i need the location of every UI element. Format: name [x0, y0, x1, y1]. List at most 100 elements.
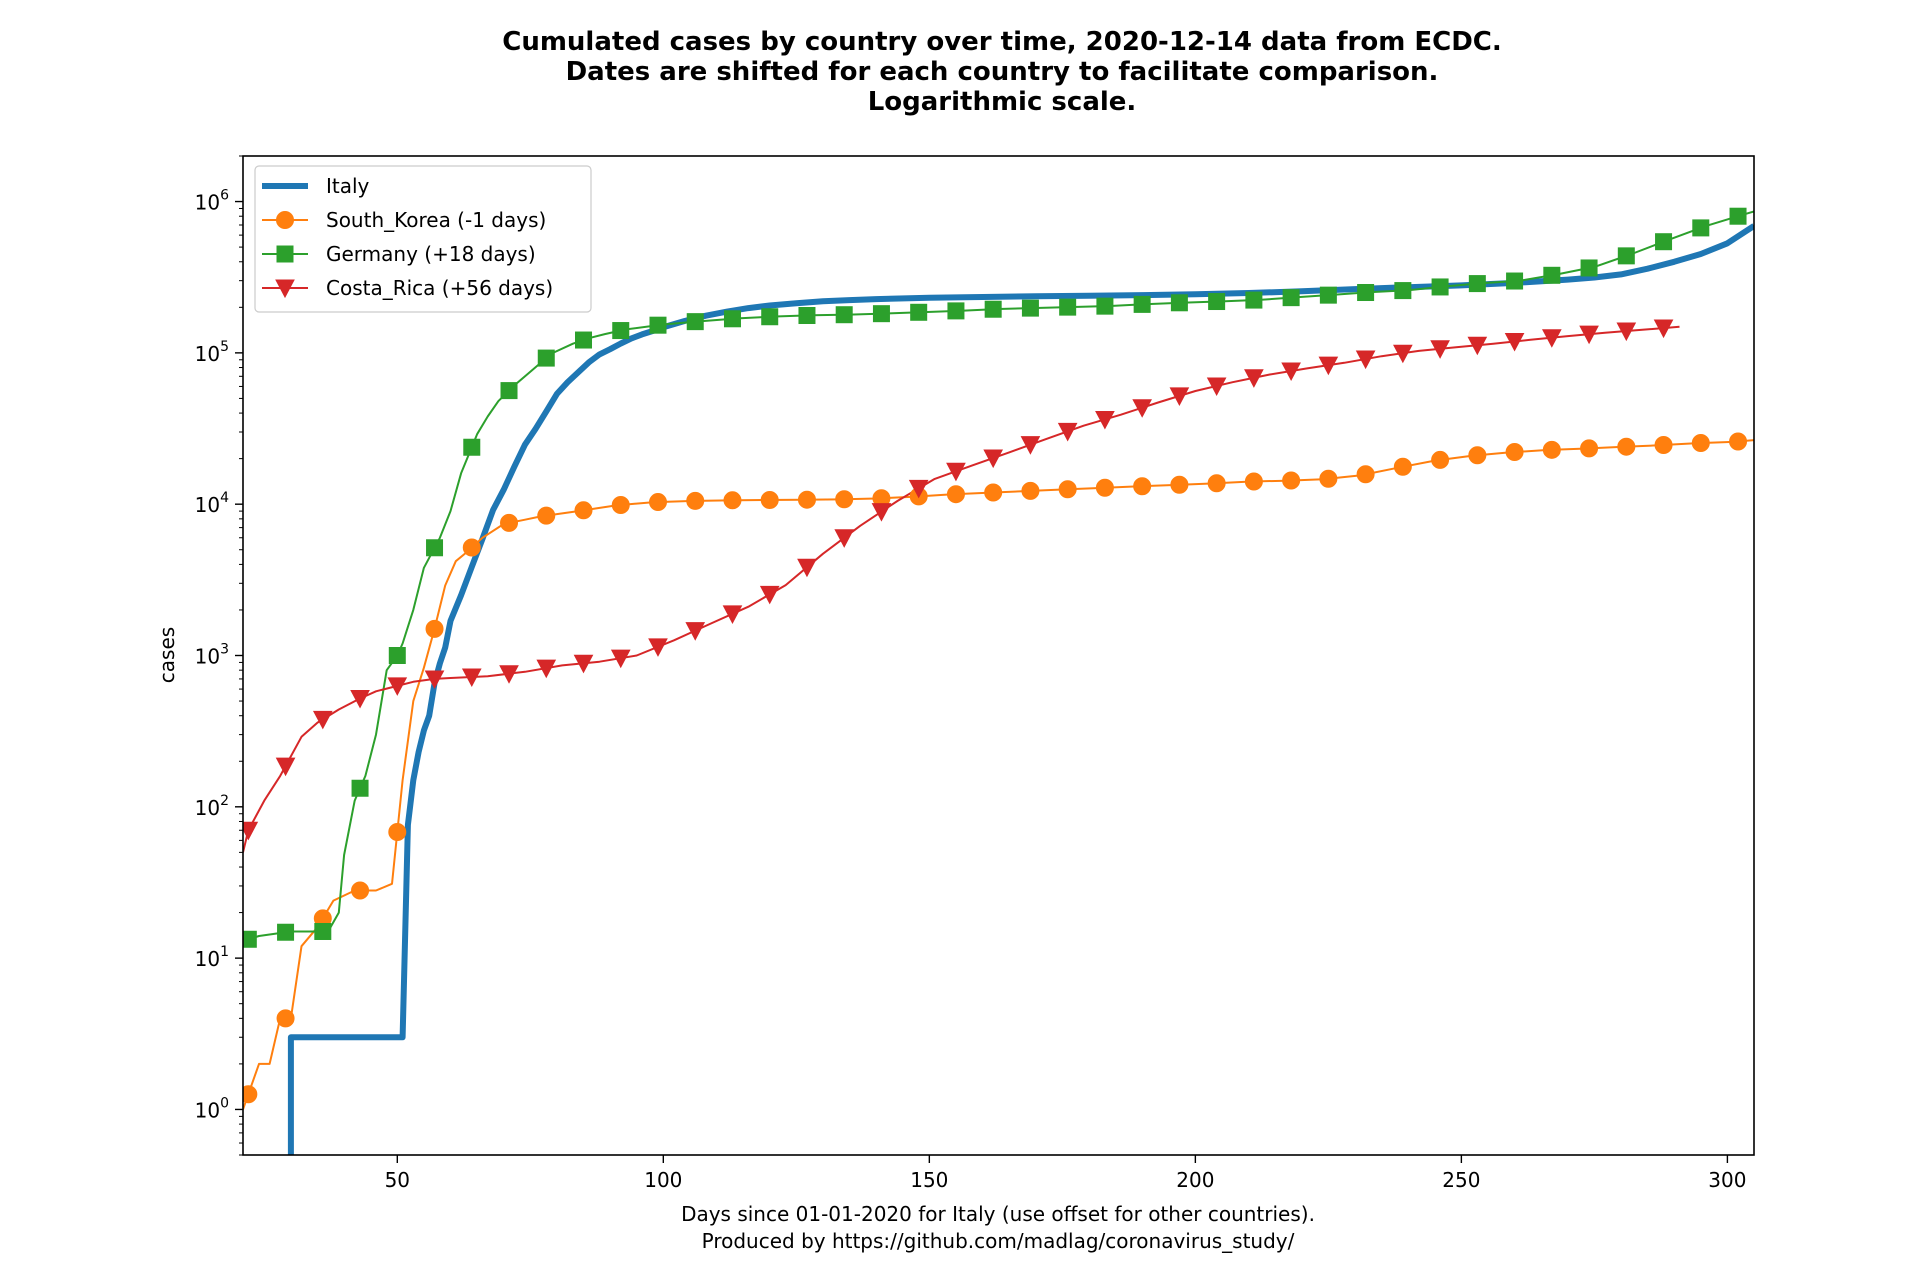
data-point-3 — [1541, 329, 1562, 348]
y-axis: 100 101 102 103 104 105 106 — [195, 155, 243, 1156]
data-point-1 — [1542, 440, 1561, 459]
legend-label-2: Germany (+18 days) — [326, 242, 536, 266]
data-point-1 — [835, 490, 854, 509]
chart-title-line-2: Dates are shifted for each country to fa… — [566, 57, 1439, 87]
data-point-2 — [1394, 282, 1412, 300]
data-point-2 — [1021, 299, 1039, 317]
data-point-2 — [500, 382, 518, 400]
data-point-1 — [984, 483, 1003, 502]
data-point-2 — [1282, 289, 1300, 307]
data-point-3 — [275, 757, 296, 777]
data-point-1 — [1207, 474, 1226, 493]
data-point-3 — [759, 585, 780, 605]
data-point-3 — [610, 649, 631, 669]
x-tick-label-50: 50 — [385, 1168, 410, 1192]
data-point-3 — [1281, 362, 1301, 382]
data-point-2 — [723, 310, 741, 328]
data-point-1 — [760, 491, 779, 510]
data-point-2 — [761, 308, 779, 326]
data-point-2 — [1096, 297, 1114, 315]
data-point-3 — [1206, 377, 1227, 397]
data-point-3 — [1616, 322, 1637, 342]
data-point-1 — [574, 501, 593, 520]
legend-label-3: Costa_Rica (+56 days) — [326, 276, 553, 300]
series-line-3 — [243, 325, 1680, 853]
data-point-1 — [1058, 480, 1077, 499]
data-point-2 — [1468, 275, 1486, 293]
series-layer — [243, 210, 1754, 1155]
data-point-3 — [648, 638, 668, 657]
data-point-2 — [575, 331, 593, 349]
data-point-2 — [910, 303, 928, 321]
x-axis-label-line-1: Days since 01-01-2020 for Italy (use off… — [681, 1202, 1315, 1226]
data-point-2 — [835, 306, 853, 324]
y-tick-label-1: 101 — [195, 944, 229, 971]
data-point-1 — [425, 619, 444, 638]
data-point-2 — [686, 313, 704, 331]
data-point-1 — [648, 493, 667, 512]
data-point-1 — [243, 1085, 258, 1104]
data-point-1 — [276, 1009, 295, 1028]
data-point-3 — [1355, 350, 1376, 370]
data-point-1 — [1654, 435, 1673, 454]
data-point-2 — [872, 305, 890, 323]
data-point-2 — [1319, 286, 1337, 304]
data-point-2 — [1357, 284, 1375, 302]
data-point-1 — [686, 491, 705, 510]
data-point-1 — [1691, 434, 1710, 453]
y-tick-label-0: 100 — [195, 1095, 229, 1122]
data-point-3 — [1057, 422, 1078, 442]
chart-title-line-3: Logarithmic scale. — [868, 87, 1137, 117]
data-point-3 — [1393, 344, 1413, 364]
data-point-2 — [1729, 207, 1747, 225]
data-point-1 — [1505, 443, 1524, 462]
data-point-3 — [834, 529, 855, 548]
data-point-3 — [1020, 436, 1041, 455]
data-point-3 — [1169, 387, 1190, 406]
data-point-3 — [685, 622, 706, 641]
legend-marker-1 — [276, 211, 294, 229]
data-point-3 — [536, 659, 557, 679]
data-point-1 — [1319, 469, 1338, 488]
data-point-2 — [1208, 293, 1226, 311]
data-point-2 — [947, 302, 965, 320]
data-point-3 — [1132, 399, 1152, 418]
chart-title: Cumulated cases by country over time, 20… — [502, 27, 1502, 117]
data-point-1 — [1021, 481, 1040, 500]
data-point-2 — [1245, 291, 1263, 309]
data-point-3 — [1653, 319, 1674, 339]
data-point-3 — [243, 821, 259, 841]
x-tick-label-250: 250 — [1442, 1168, 1480, 1192]
y-tick-label-3: 103 — [195, 642, 229, 669]
data-point-2 — [1506, 272, 1524, 290]
legend-entries: Italy South_Korea (-1 days) Germany (+18 d… — [262, 174, 553, 300]
series-line-0 — [287, 223, 1754, 1155]
data-point-3 — [1430, 340, 1450, 359]
data-point-2 — [649, 316, 667, 334]
data-point-3 — [1579, 325, 1599, 345]
data-point-2 — [537, 349, 555, 367]
x-tick-label-200: 200 — [1176, 1168, 1214, 1192]
x-axis-label: Days since 01-01-2020 for Italy (use off… — [681, 1202, 1315, 1253]
data-point-2 — [984, 300, 1002, 318]
y-tick-label-5: 105 — [195, 339, 229, 366]
data-point-1 — [1244, 472, 1263, 491]
legend-marker-3 — [275, 279, 295, 299]
data-point-1 — [1729, 432, 1748, 451]
data-point-2 — [243, 930, 257, 948]
data-point-1 — [351, 881, 370, 900]
data-point-1 — [1468, 446, 1487, 465]
data-point-1 — [1133, 477, 1152, 496]
data-point-3 — [797, 558, 817, 578]
data-point-2 — [1431, 278, 1449, 296]
marker-layer — [243, 207, 1748, 1104]
data-point-3 — [908, 479, 929, 499]
data-point-2 — [1133, 295, 1151, 313]
data-point-2 — [1543, 266, 1561, 284]
x-axis-label-line-2: Produced by https://github.com/madlag/co… — [702, 1229, 1295, 1253]
data-point-2 — [277, 923, 295, 941]
data-point-2 — [1059, 298, 1077, 316]
data-point-2 — [388, 647, 406, 664]
data-point-3 — [1504, 332, 1525, 352]
